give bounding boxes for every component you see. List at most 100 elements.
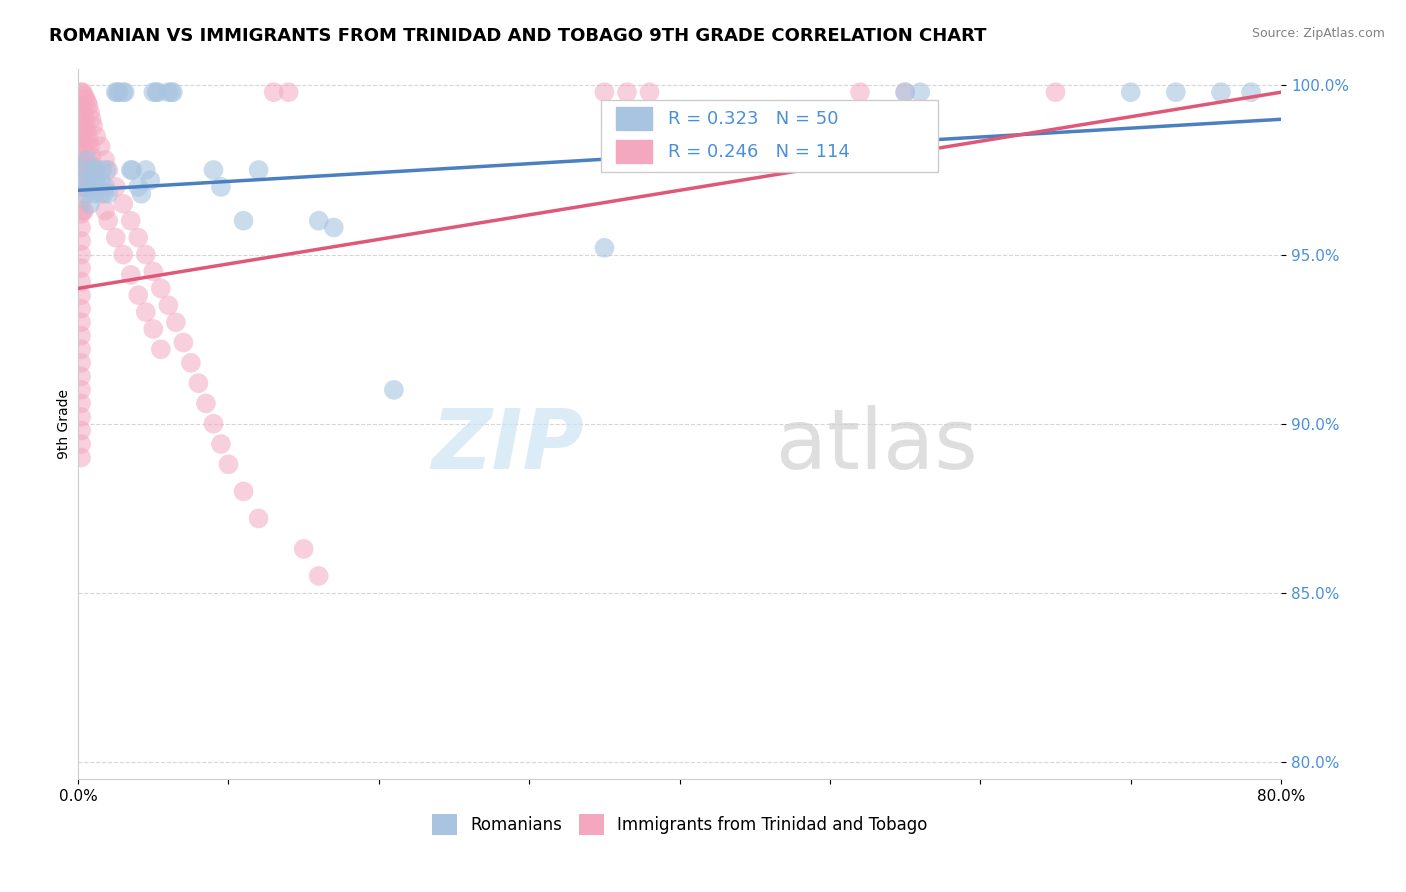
Point <box>83 186 105 201</box>
Point <box>70 356 93 370</box>
Point <box>139 173 162 187</box>
Point <box>94 153 117 167</box>
Text: Source: ZipAtlas.com: Source: ZipAtlas.com <box>1251 27 1385 40</box>
Point <box>70 450 93 465</box>
FancyBboxPatch shape <box>602 101 938 171</box>
Point <box>232 213 254 227</box>
Point <box>160 85 183 99</box>
Point <box>107 85 129 99</box>
Point <box>593 85 616 99</box>
Point <box>135 247 157 261</box>
Point <box>149 343 172 357</box>
Point <box>120 213 142 227</box>
Point <box>146 85 169 99</box>
Point <box>232 484 254 499</box>
Point <box>91 163 114 178</box>
Point <box>149 281 172 295</box>
Point <box>70 99 93 113</box>
Point <box>73 109 96 123</box>
Point <box>86 180 108 194</box>
Point <box>70 180 93 194</box>
Point <box>79 105 101 120</box>
Text: ROMANIAN VS IMMIGRANTS FROM TRINIDAD AND TOBAGO 9TH GRADE CORRELATION CHART: ROMANIAN VS IMMIGRANTS FROM TRINIDAD AND… <box>49 27 987 45</box>
Text: R = 0.323   N = 50: R = 0.323 N = 50 <box>668 110 838 128</box>
Point <box>70 409 93 424</box>
Point <box>202 163 225 178</box>
Point <box>638 85 661 99</box>
Point <box>104 180 127 194</box>
Point <box>894 85 917 99</box>
Point <box>70 234 93 248</box>
Point <box>84 163 107 178</box>
Point <box>1209 85 1232 99</box>
Point <box>79 197 101 211</box>
Point <box>84 129 107 144</box>
Point <box>70 437 93 451</box>
Point <box>80 149 103 163</box>
Point <box>209 437 232 451</box>
Point <box>80 173 103 187</box>
Point <box>73 156 96 170</box>
Point <box>70 315 93 329</box>
Point <box>77 180 100 194</box>
Point <box>247 163 270 178</box>
Point <box>94 203 117 218</box>
Point <box>77 166 100 180</box>
Point <box>894 85 917 99</box>
Point <box>70 166 93 180</box>
Point <box>127 180 149 194</box>
Point <box>277 85 299 99</box>
Point <box>90 139 112 153</box>
Point <box>90 173 112 187</box>
Point <box>70 396 93 410</box>
Point <box>218 458 240 472</box>
Point <box>114 85 136 99</box>
Point <box>105 85 128 99</box>
Point <box>165 315 187 329</box>
Point <box>142 264 165 278</box>
Point <box>157 85 180 99</box>
Point <box>70 247 93 261</box>
Point <box>72 102 94 116</box>
Point <box>73 180 96 194</box>
Point <box>70 369 93 384</box>
Point <box>142 85 165 99</box>
Point <box>76 153 98 167</box>
Point <box>247 511 270 525</box>
Point <box>70 112 93 127</box>
Legend: Romanians, Immigrants from Trinidad and Tobago: Romanians, Immigrants from Trinidad and … <box>432 814 928 835</box>
Point <box>202 417 225 431</box>
Point <box>145 85 167 99</box>
Point <box>70 424 93 438</box>
Point <box>70 194 93 208</box>
Point <box>70 301 93 316</box>
Point <box>70 153 93 167</box>
Point <box>187 376 209 391</box>
Point <box>97 213 120 227</box>
Point <box>73 203 96 218</box>
Point <box>73 163 96 178</box>
Point <box>308 213 330 227</box>
Point <box>322 220 344 235</box>
Point <box>84 173 107 187</box>
Point <box>82 160 104 174</box>
Point <box>157 298 180 312</box>
Point <box>72 173 94 187</box>
Point <box>121 163 143 178</box>
Point <box>112 247 135 261</box>
Point <box>80 112 103 127</box>
Point <box>94 180 117 194</box>
Point <box>75 173 97 187</box>
Point <box>75 119 97 133</box>
Text: ZIP: ZIP <box>430 405 583 485</box>
Text: R = 0.246   N = 114: R = 0.246 N = 114 <box>668 143 849 161</box>
Point <box>76 156 98 170</box>
Point <box>127 230 149 244</box>
Y-axis label: 9th Grade: 9th Grade <box>58 389 72 458</box>
Point <box>142 322 165 336</box>
Point <box>1164 85 1187 99</box>
FancyBboxPatch shape <box>616 139 652 163</box>
Point <box>162 85 184 99</box>
Point <box>70 328 93 343</box>
Point <box>70 383 93 397</box>
